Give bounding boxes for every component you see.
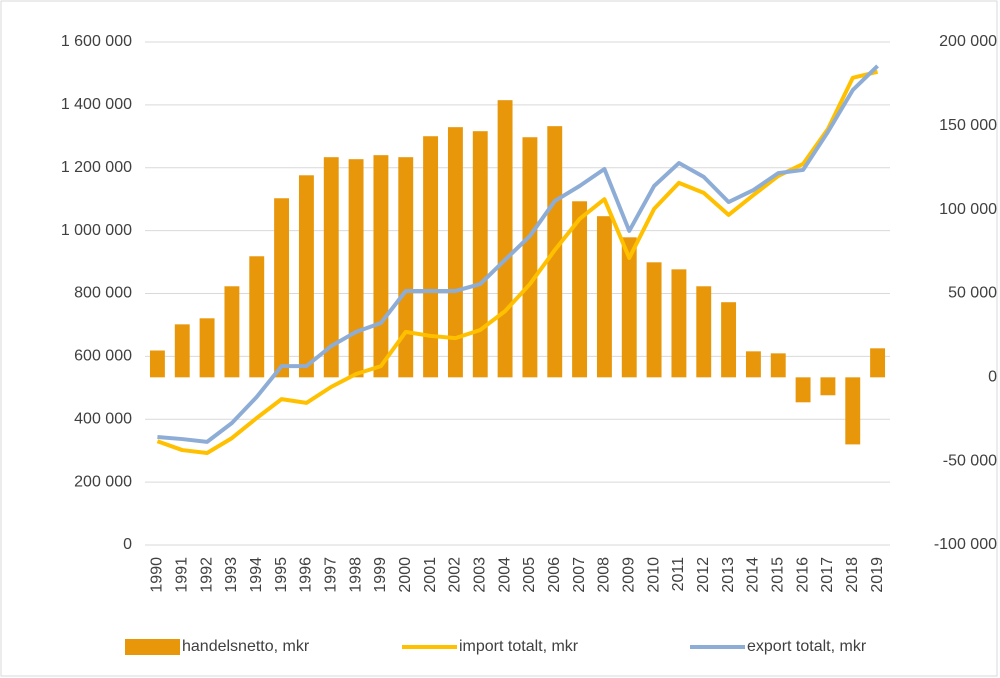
x-tick-label: 1996: [298, 557, 315, 593]
y2-tick-label: 200 000: [939, 33, 997, 50]
x-tick-label: 2016: [794, 557, 811, 593]
x-tick-label: 1992: [198, 557, 215, 593]
bar: [224, 286, 240, 378]
x-tick-label: 1991: [173, 557, 190, 593]
x-tick-label: 2007: [571, 557, 588, 593]
y2-tick-label: 50 000: [948, 285, 997, 302]
x-tick-label: 1994: [248, 557, 265, 593]
bar: [696, 286, 712, 378]
bar: [298, 175, 314, 378]
x-tick-label: 1998: [347, 557, 364, 593]
bar: [373, 155, 389, 378]
bar: [845, 377, 861, 445]
x-tick-label: 2019: [869, 557, 886, 593]
y2-tick-label: -50 000: [943, 452, 997, 469]
x-tick-label: 2008: [596, 557, 613, 593]
bar: [770, 353, 786, 378]
bar: [199, 318, 215, 378]
x-tick-label: 2013: [720, 557, 737, 593]
x-tick-label: 2014: [745, 557, 762, 593]
x-tick-label: 2000: [397, 557, 414, 593]
bar: [323, 157, 339, 378]
line: [156, 69, 879, 456]
x-tick-label: 1990: [149, 557, 166, 593]
y2-tick-label: 100 000: [939, 201, 997, 218]
y-tick-label: 1 400 000: [61, 96, 132, 113]
y2-tick-label: 150 000: [939, 117, 997, 134]
x-tick-label: 2002: [447, 557, 464, 593]
bar: [398, 157, 414, 378]
bar: [795, 377, 811, 403]
bar: [497, 100, 513, 378]
y2-tick-label: -100 000: [934, 536, 997, 553]
y-tick-label: 1 600 000: [61, 33, 132, 50]
x-tick-label: 2015: [769, 557, 786, 593]
legend-label: import totalt, mkr: [459, 638, 579, 655]
y-tick-label: 1 200 000: [61, 159, 132, 176]
x-tick-label: 2012: [695, 557, 712, 593]
y-tick-label: 200 000: [74, 473, 132, 490]
x-tick-label: 2018: [844, 557, 861, 593]
x-tick-label: 1993: [223, 557, 240, 593]
x-tick-label: 1997: [322, 557, 339, 593]
legend-swatch: [125, 639, 180, 655]
x-tick-label: 2004: [496, 557, 513, 593]
y-tick-label: 0: [123, 536, 132, 553]
x-tick-label: 2011: [670, 557, 687, 592]
bar: [870, 348, 886, 378]
bar: [249, 256, 265, 378]
bar: [274, 198, 290, 378]
bar: [721, 302, 737, 378]
bar: [149, 350, 165, 378]
bar: [423, 136, 439, 378]
legend-label: export totalt, mkr: [747, 638, 867, 655]
line: [157, 64, 879, 444]
legend-label: handelsnetto, mkr: [182, 638, 310, 655]
x-tick-label: 2009: [620, 557, 637, 593]
x-tick-label: 2005: [521, 557, 538, 593]
y-tick-label: 1 000 000: [61, 222, 132, 239]
x-tick-label: 2017: [819, 557, 836, 593]
x-tick-label: 1995: [273, 557, 290, 593]
x-tick-label: 2006: [546, 557, 563, 593]
y-tick-label: 400 000: [74, 410, 132, 427]
bar: [472, 131, 488, 378]
bar: [174, 324, 190, 378]
bar: [596, 216, 612, 378]
bar: [522, 137, 538, 378]
bar: [447, 127, 463, 378]
bar: [621, 237, 637, 378]
y-tick-label: 600 000: [74, 348, 132, 365]
bar: [745, 351, 761, 378]
x-tick-label: 2003: [471, 557, 488, 593]
y2-tick-label: 0: [988, 369, 997, 386]
x-tick-label: 1999: [372, 557, 389, 593]
bar: [671, 269, 687, 378]
y-tick-label: 800 000: [74, 285, 132, 302]
bar: [348, 159, 364, 378]
x-tick-label: 2010: [645, 557, 662, 593]
bar: [820, 377, 836, 396]
bar: [572, 201, 588, 378]
bar: [646, 262, 662, 378]
x-tick-label: 2001: [422, 557, 439, 593]
